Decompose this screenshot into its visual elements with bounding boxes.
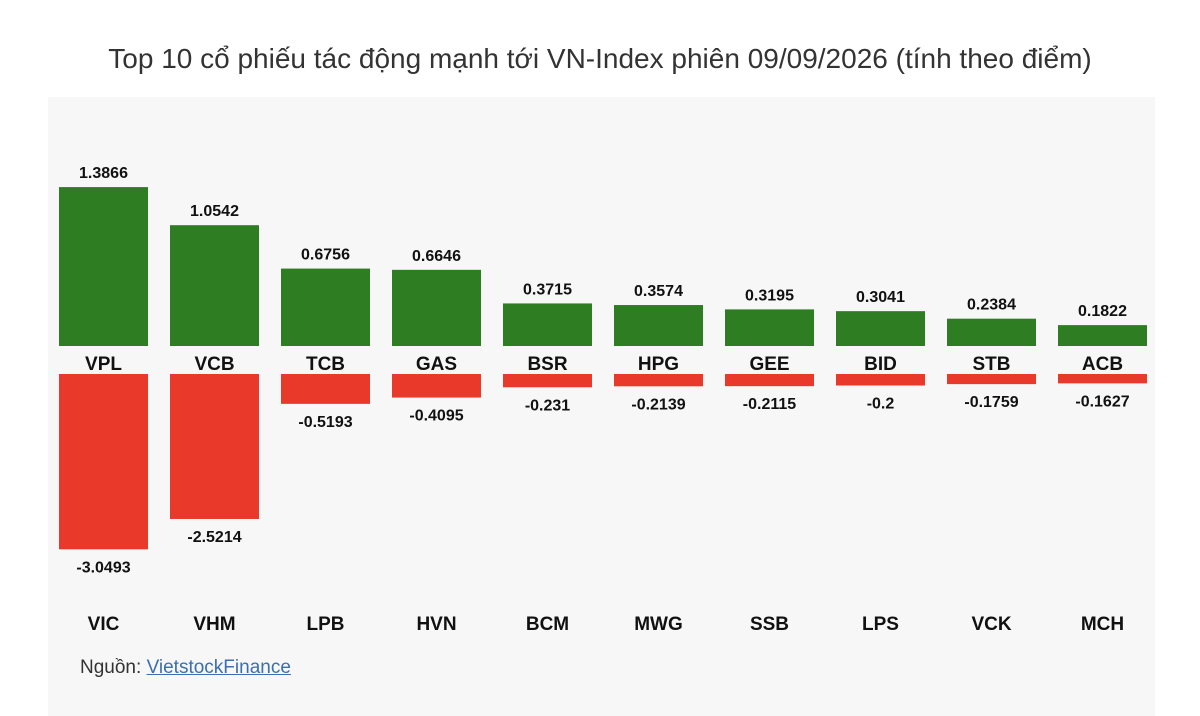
bar-negative-mwg bbox=[614, 374, 703, 387]
value-label-ssb: -0.2115 bbox=[743, 396, 796, 413]
bar-positive-gee bbox=[725, 309, 814, 346]
category-label-stb: STB bbox=[973, 354, 1011, 375]
value-label-mwg: -0.2139 bbox=[631, 396, 685, 413]
bar-positive-vpl bbox=[59, 187, 148, 346]
value-label-bid: 0.3041 bbox=[856, 289, 905, 306]
category-label-vcb: VCB bbox=[194, 354, 234, 375]
category-label-tcb: TCB bbox=[306, 354, 345, 375]
category-label-bid: BID bbox=[864, 354, 897, 375]
value-label-gee: 0.3195 bbox=[745, 287, 794, 304]
bar-positive-vcb bbox=[170, 225, 259, 346]
category-label-gee: GEE bbox=[749, 354, 789, 375]
bar-positive-stb bbox=[947, 318, 1036, 346]
value-label-tcb: 0.6756 bbox=[301, 247, 350, 264]
category-label-lps: LPS bbox=[862, 614, 899, 635]
value-label-vpl: 1.3866 bbox=[79, 165, 128, 182]
category-label-vhm: VHM bbox=[193, 614, 235, 635]
category-label-bsr: BSR bbox=[527, 354, 567, 375]
value-label-bsr: 0.3715 bbox=[523, 281, 572, 298]
value-label-stb: 0.2384 bbox=[967, 297, 1016, 314]
source-line: Nguồn: VietstockFinance bbox=[80, 657, 291, 679]
value-label-hpg: 0.3574 bbox=[634, 283, 683, 300]
bar-positive-tcb bbox=[281, 268, 370, 346]
category-label-vic: VIC bbox=[88, 614, 120, 635]
category-label-ssb: SSB bbox=[750, 614, 789, 635]
bar-negative-vhm bbox=[170, 374, 259, 519]
category-label-mch: MCH bbox=[1081, 614, 1124, 635]
category-label-gas: GAS bbox=[416, 354, 457, 375]
bar-negative-hvn bbox=[392, 374, 481, 398]
value-label-hvn: -0.4095 bbox=[409, 408, 463, 425]
bar-negative-bcm bbox=[503, 374, 592, 388]
bar-negative-ssb bbox=[725, 374, 814, 387]
chart-title: Top 10 cổ phiếu tác động mạnh tới VN-Ind… bbox=[0, 42, 1200, 76]
category-label-bcm: BCM bbox=[526, 614, 569, 635]
source-link[interactable]: VietstockFinance bbox=[146, 657, 291, 678]
chart-title-text: Top 10 cổ phiếu tác động mạnh tới VN-Ind… bbox=[108, 43, 1092, 74]
value-label-lps: -0.2 bbox=[867, 396, 895, 413]
category-label-hpg: HPG bbox=[638, 354, 679, 375]
bar-positive-acb bbox=[1058, 325, 1147, 346]
bar-positive-bsr bbox=[503, 303, 592, 346]
category-label-lpb: LPB bbox=[307, 614, 345, 635]
value-label-vck: -0.1759 bbox=[964, 394, 1018, 411]
category-label-vck: VCK bbox=[971, 614, 1011, 635]
value-label-bcm: -0.231 bbox=[525, 397, 570, 414]
category-label-hvn: HVN bbox=[416, 614, 456, 635]
bar-positive-hpg bbox=[614, 305, 703, 346]
category-label-vpl: VPL bbox=[85, 354, 122, 375]
category-label-acb: ACB bbox=[1082, 354, 1123, 375]
bar-negative-vic bbox=[59, 374, 148, 550]
bar-positive-gas bbox=[392, 269, 481, 346]
value-label-lpb: -0.5193 bbox=[298, 414, 352, 431]
bar-negative-lpb bbox=[281, 374, 370, 404]
value-label-acb: 0.1822 bbox=[1078, 303, 1127, 320]
source-label: Nguồn: bbox=[80, 657, 142, 678]
value-label-vhm: -2.5214 bbox=[187, 529, 241, 546]
value-label-gas: 0.6646 bbox=[412, 248, 461, 265]
bar-negative-vck bbox=[947, 374, 1036, 385]
bar-negative-mch bbox=[1058, 374, 1147, 384]
value-label-mch: -0.1627 bbox=[1075, 393, 1129, 410]
value-label-vcb: 1.0542 bbox=[190, 203, 239, 220]
bar-positive-bid bbox=[836, 311, 925, 346]
value-label-vic: -3.0493 bbox=[76, 559, 130, 576]
category-label-mwg: MWG bbox=[634, 614, 683, 635]
bar-negative-lps bbox=[836, 374, 925, 386]
